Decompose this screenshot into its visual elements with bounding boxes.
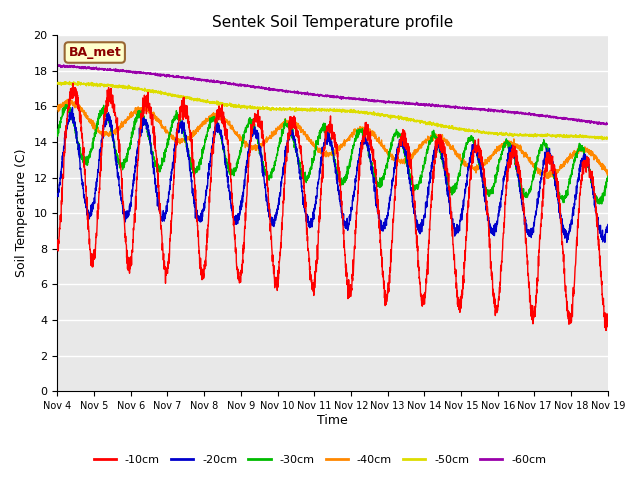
Legend: -10cm, -20cm, -30cm, -40cm, -50cm, -60cm: -10cm, -20cm, -30cm, -40cm, -50cm, -60cm <box>90 451 550 469</box>
Text: BA_met: BA_met <box>68 46 121 59</box>
Y-axis label: Soil Temperature (C): Soil Temperature (C) <box>15 149 28 277</box>
Title: Sentek Soil Temperature profile: Sentek Soil Temperature profile <box>212 15 453 30</box>
X-axis label: Time: Time <box>317 414 348 427</box>
